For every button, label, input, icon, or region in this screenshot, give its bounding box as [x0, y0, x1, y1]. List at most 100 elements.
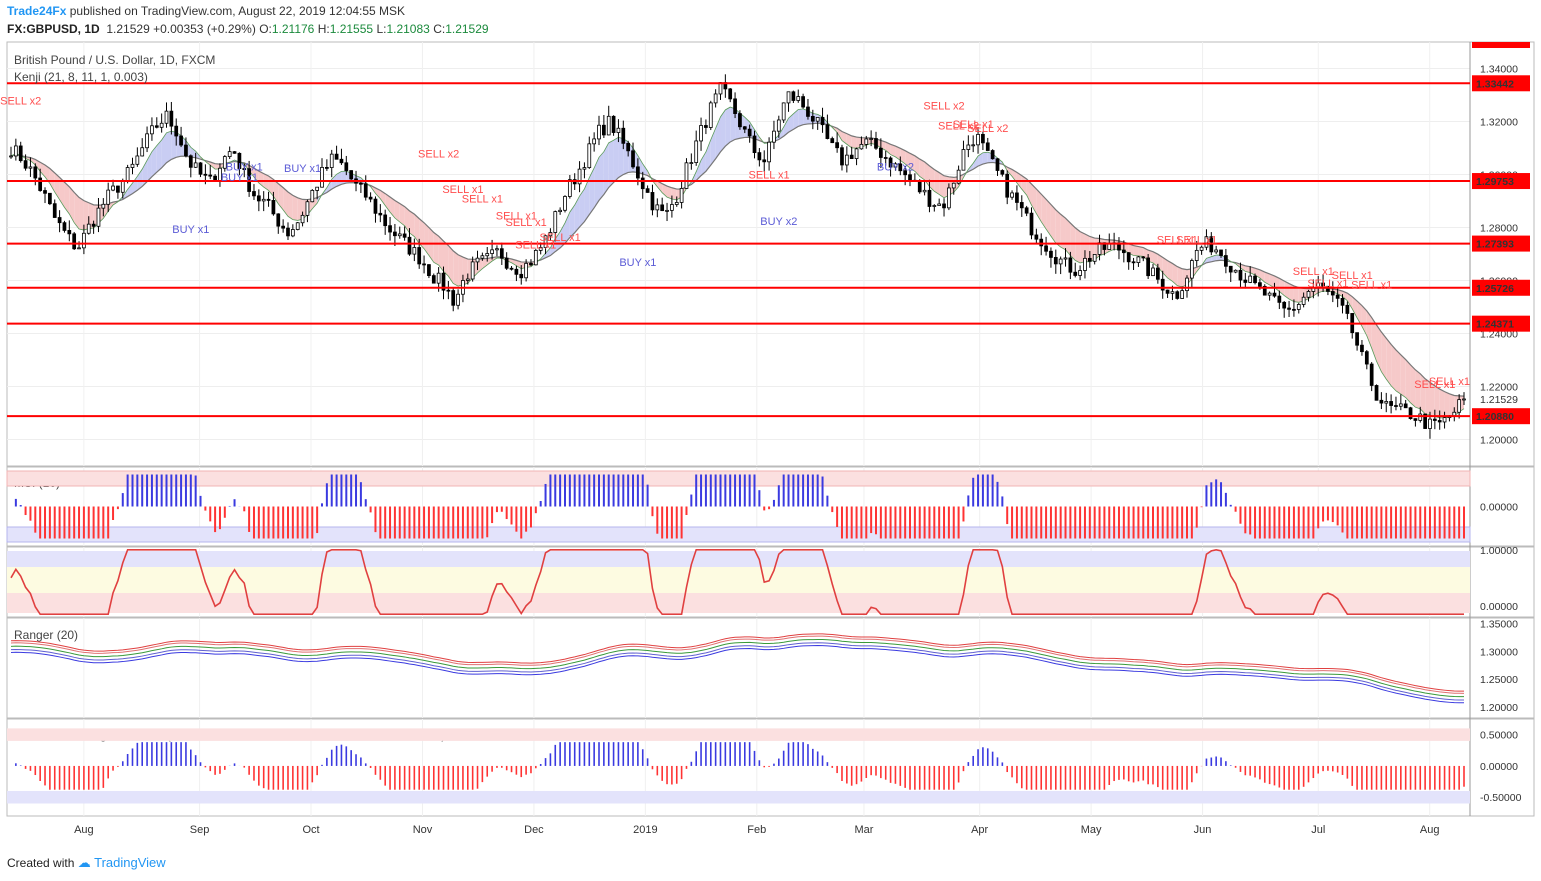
- candle: [835, 132, 839, 153]
- candle: [533, 248, 538, 266]
- candle: [140, 138, 145, 157]
- candle-body: [111, 185, 115, 191]
- candle-body: [43, 190, 47, 194]
- candle-body: [378, 212, 383, 216]
- candle-body: [1010, 192, 1014, 198]
- x-axis-label: Nov: [413, 824, 433, 836]
- candle-body: [704, 125, 708, 128]
- candle: [154, 117, 159, 129]
- kenji-ribbon: [1400, 354, 1406, 398]
- signal-label: SELL x2: [938, 120, 979, 132]
- candle-body: [96, 207, 101, 227]
- candle: [951, 182, 956, 195]
- ranger-tick-label: 1.30000: [1480, 646, 1518, 658]
- candle-body: [86, 223, 91, 234]
- kenji-ribbon: [914, 155, 920, 177]
- kenji-ribbon: [375, 187, 381, 199]
- candle: [208, 164, 213, 180]
- kenji-ribbon: [564, 212, 570, 244]
- candle: [1238, 262, 1243, 288]
- candle-body: [558, 209, 562, 213]
- candle: [1087, 251, 1092, 268]
- candle-body: [1194, 249, 1199, 261]
- candle-body: [626, 142, 631, 152]
- kenji-ribbon: [438, 236, 444, 272]
- signal-label: SELL x1: [1429, 376, 1470, 388]
- kenji-ribbon: [385, 193, 391, 213]
- candle-body: [1219, 249, 1223, 256]
- kenji-ribbon: [458, 254, 463, 287]
- candle-body: [339, 158, 344, 164]
- kenji-ribbon: [1439, 389, 1445, 418]
- candle: [985, 137, 990, 151]
- candle: [130, 157, 135, 175]
- x-axis-label: Jul: [1311, 824, 1325, 836]
- kenji-ribbon: [1041, 194, 1047, 230]
- kenji-ribbon: [1444, 391, 1450, 418]
- signal-label: SELL x1: [1293, 266, 1334, 278]
- candle: [1092, 254, 1097, 265]
- signal-label: SELL x1: [496, 211, 537, 223]
- candle-body: [956, 169, 961, 184]
- candle: [597, 115, 601, 146]
- candle: [1063, 248, 1068, 267]
- candle-body: [18, 145, 23, 162]
- candle-body: [796, 96, 801, 101]
- candle-body: [125, 167, 130, 182]
- candle: [106, 182, 111, 213]
- price-value: 1.21529: [106, 22, 150, 36]
- kenji-ribbon: [292, 195, 298, 221]
- tradingview-logo[interactable]: ☁ TradingView: [77, 855, 166, 870]
- candle: [9, 146, 13, 159]
- candle: [1141, 256, 1146, 262]
- candle: [422, 255, 426, 274]
- high-value: 1.21555: [329, 22, 374, 36]
- candle-body: [91, 223, 96, 227]
- candle: [1321, 274, 1325, 292]
- level-price-tag: [1472, 408, 1530, 425]
- candle: [393, 223, 397, 246]
- kenji-ribbon: [1449, 393, 1455, 418]
- candle: [1049, 247, 1053, 268]
- candle-body: [616, 127, 621, 133]
- candle-body: [1121, 249, 1126, 254]
- candle: [18, 141, 23, 163]
- kenji-ribbon: [215, 163, 220, 170]
- candle-body: [72, 233, 77, 250]
- kenji-ribbon: [341, 171, 347, 185]
- candle: [86, 216, 91, 235]
- kenji-ribbon: [88, 202, 94, 229]
- candle-body: [101, 203, 106, 209]
- kenji-ribbon: [1133, 245, 1139, 256]
- signal-label: SELL x2: [967, 123, 1008, 135]
- candle: [1024, 205, 1029, 217]
- signal-label: BUY x2: [877, 162, 914, 174]
- candle-body: [791, 91, 796, 101]
- candle: [689, 153, 694, 170]
- ranger-tick-label: 1.20000: [1480, 702, 1518, 714]
- kenji-ribbon: [74, 192, 80, 229]
- x-axis-label: Feb: [747, 824, 766, 836]
- candle: [704, 119, 708, 135]
- candle: [840, 144, 844, 171]
- author-link[interactable]: Trade24Fx: [7, 4, 67, 18]
- candle-body: [655, 204, 660, 211]
- kenji-ribbon: [919, 159, 925, 180]
- candle: [874, 131, 878, 150]
- candle: [961, 140, 966, 171]
- candle-body: [1087, 257, 1092, 262]
- kenji-ribbon: [657, 181, 663, 193]
- candle-body: [1369, 363, 1374, 386]
- kenji-ribbon: [462, 257, 468, 285]
- candle-body: [942, 203, 946, 209]
- candle-body: [859, 143, 864, 150]
- candle: [431, 273, 436, 284]
- kenji-ribbon: [1138, 246, 1144, 257]
- kenji-ribbon: [147, 151, 152, 182]
- kenji-ribbon: [1172, 263, 1178, 286]
- publish-info: Trade24Fx published on TradingView.com, …: [7, 4, 405, 18]
- price-tick-label: 1.20000: [1480, 435, 1518, 447]
- x-axis-label: Sep: [190, 824, 210, 836]
- kenji-ribbon: [705, 139, 711, 172]
